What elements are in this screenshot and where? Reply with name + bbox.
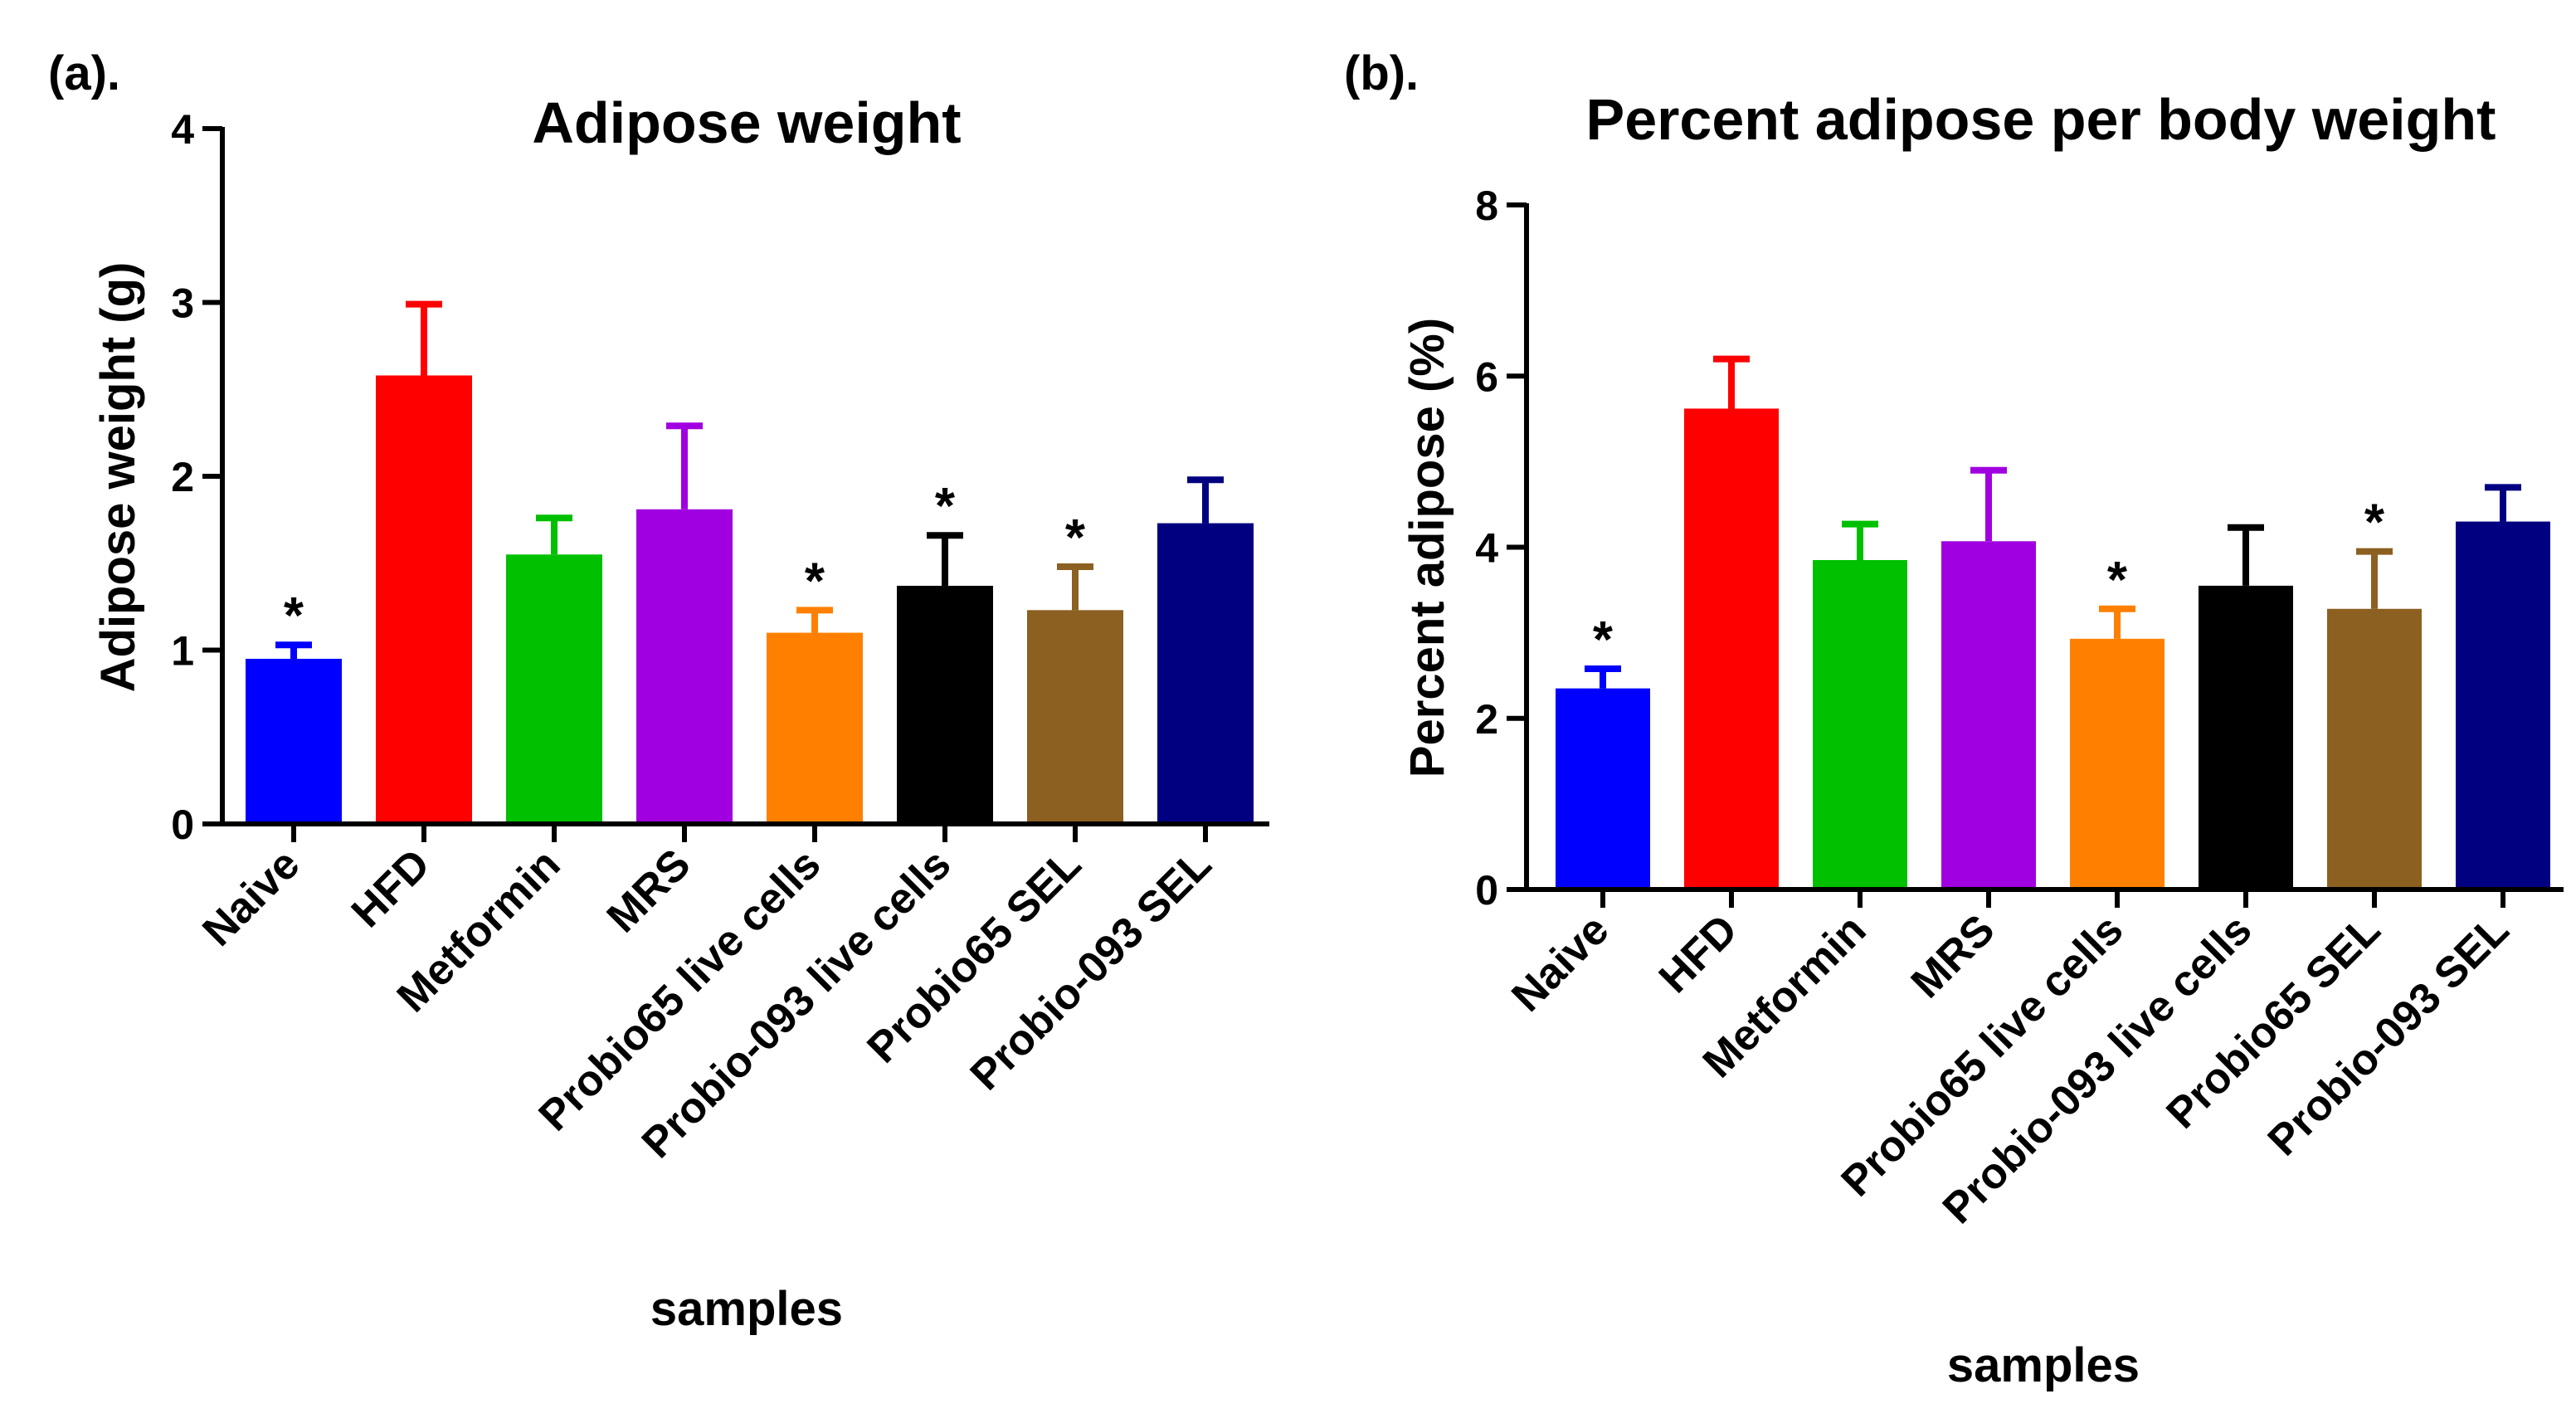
chart-b-bar-7 bbox=[2456, 521, 2550, 889]
chart-b-bar-1 bbox=[1684, 408, 1779, 889]
chart-b-y-tick-label-0: 0 bbox=[1475, 867, 1498, 914]
chart-b-significance-0: * bbox=[1593, 612, 1614, 669]
chart-a-bar-1 bbox=[376, 375, 472, 824]
panel-label-b: (b). bbox=[1344, 46, 1419, 100]
chart-b-category-label-7: Probio-093 SEL bbox=[2259, 905, 2519, 1165]
chart-b-title: Percent adipose per body weight bbox=[1586, 87, 2496, 152]
chart-b-bar-3 bbox=[1941, 541, 2036, 889]
chart-b-bar-4 bbox=[2070, 638, 2165, 889]
chart-a: (a). Adipose weight Adipose weight (g) s… bbox=[48, 46, 1269, 1336]
chart-b-category-label-1: HFD bbox=[1650, 905, 1747, 1002]
chart-b-significance-6: * bbox=[2364, 495, 2385, 552]
chart-b-category-label-0: Naive bbox=[1502, 905, 1618, 1021]
panel-label-a: (a). bbox=[48, 46, 120, 100]
chart-a-y-axis-label: Adipose weight (g) bbox=[91, 262, 145, 693]
chart-b-y-axis-label: Percent adipose (%) bbox=[1400, 318, 1454, 777]
chart-b-bar-2 bbox=[1813, 559, 1907, 889]
chart-b-bar-5 bbox=[2199, 585, 2293, 889]
chart-a-significance-0: * bbox=[284, 587, 304, 645]
chart-a-category-label-0: Naive bbox=[193, 840, 309, 955]
chart-a-bar-4 bbox=[767, 632, 863, 824]
chart-a-significance-4: * bbox=[805, 553, 825, 610]
chart-a-y-tick-label-0: 0 bbox=[171, 802, 194, 848]
chart-a-y-tick-label-3: 3 bbox=[171, 280, 194, 327]
chart-b-y-tick-label-4: 8 bbox=[1475, 183, 1498, 229]
chart-b-y-tick-label-1: 2 bbox=[1475, 696, 1498, 743]
chart-b-category-label-3: MRS bbox=[1902, 905, 2004, 1007]
chart-a-y-tick-label-4: 4 bbox=[171, 106, 194, 153]
chart-a-bar-7 bbox=[1157, 523, 1254, 824]
chart-b-significance-4: * bbox=[2107, 552, 2128, 609]
chart-b-x-axis-label: samples bbox=[1947, 1338, 2140, 1392]
chart-a-bar-2 bbox=[506, 554, 602, 824]
chart-b: (b). Percent adipose per body weight Per… bbox=[1344, 46, 2564, 1392]
chart-a-category-label-1: HFD bbox=[343, 840, 440, 937]
chart-a-y-tick-label-2: 2 bbox=[171, 454, 194, 500]
chart-a-y-tick-label-1: 1 bbox=[171, 628, 194, 675]
chart-b-bar-0 bbox=[1556, 688, 1650, 889]
chart-a-significance-5: * bbox=[935, 478, 956, 535]
chart-b-y-tick-label-3: 6 bbox=[1475, 353, 1498, 400]
chart-b-y-tick-label-2: 4 bbox=[1475, 525, 1498, 572]
chart-a-significance-6: * bbox=[1065, 509, 1086, 567]
chart-a-bar-3 bbox=[636, 509, 733, 824]
chart-a-bar-6 bbox=[1027, 610, 1123, 824]
chart-a-category-label-7: Probio-093 SEL bbox=[962, 840, 1221, 1099]
chart-a-bar-5 bbox=[897, 585, 993, 824]
chart-a-x-axis-label: samples bbox=[650, 1282, 843, 1336]
chart-b-bar-6 bbox=[2327, 608, 2422, 889]
chart-a-title: Adipose weight bbox=[532, 90, 961, 155]
chart-a-category-label-3: MRS bbox=[598, 840, 700, 942]
chart-a-bar-0 bbox=[246, 658, 342, 824]
